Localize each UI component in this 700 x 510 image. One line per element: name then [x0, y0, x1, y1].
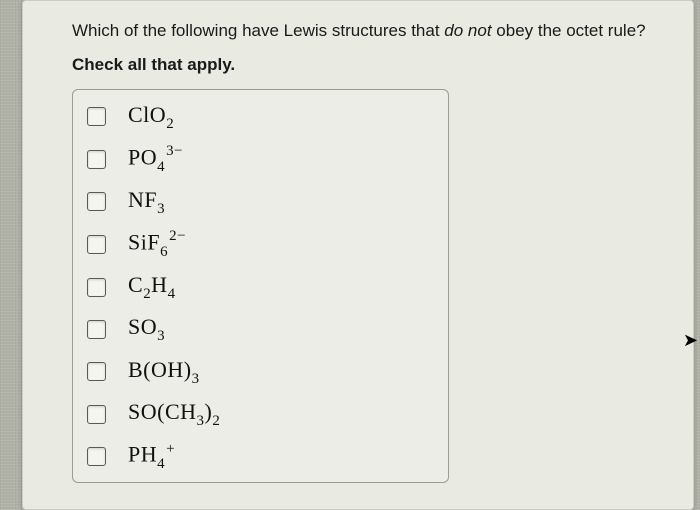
checkbox-opt-nf3[interactable] [87, 192, 106, 211]
checkbox-opt-boh3[interactable] [87, 362, 106, 381]
option-row[interactable]: C2H4 [73, 266, 448, 308]
checkbox-opt-soch32[interactable] [87, 405, 106, 424]
option-row[interactable]: PO43− [73, 138, 448, 181]
option-row[interactable]: ClO2 [73, 96, 448, 138]
formula-opt-ph4: PH4+ [128, 441, 175, 472]
formula-opt-so3: SO3 [128, 314, 165, 344]
option-row[interactable]: SO(CH3)2 [73, 393, 448, 435]
option-row[interactable]: SO3 [73, 308, 448, 350]
options-container: ClO2 PO43− NF3 SiF62− C2H4 SO3 B(OH)3 SO(CH3)2 P… [72, 89, 449, 484]
checkbox-opt-c2h4[interactable] [87, 278, 106, 297]
formula-opt-soch32: SO(CH3)2 [128, 399, 220, 429]
question-panel: Which of the following have Lewis struct… [22, 0, 694, 510]
formula-opt-boh3: B(OH)3 [128, 357, 200, 387]
formula-opt-sif6: SiF62− [128, 229, 186, 260]
formula-opt-nf3: NF3 [128, 187, 165, 217]
question-emph: do not [444, 21, 491, 40]
option-row[interactable]: SiF62− [73, 223, 448, 266]
question-suffix: obey the octet rule? [492, 21, 646, 40]
checkbox-opt-clo2[interactable] [87, 107, 106, 126]
option-row[interactable]: B(OH)3 [73, 351, 448, 393]
question-instruction: Check all that apply. [72, 52, 670, 78]
formula-opt-c2h4: C2H4 [128, 272, 176, 302]
option-row[interactable]: PH4+ [73, 435, 448, 478]
checkbox-opt-sif6[interactable] [87, 235, 106, 254]
checkbox-opt-so3[interactable] [87, 320, 106, 339]
option-row[interactable]: NF3 [73, 181, 448, 223]
checkbox-opt-po4[interactable] [87, 150, 106, 169]
formula-opt-clo2: ClO2 [128, 102, 174, 132]
formula-opt-po4: PO43− [128, 144, 183, 175]
question-text: Which of the following have Lewis struct… [72, 18, 670, 79]
question-prefix: Which of the following have Lewis struct… [72, 21, 444, 40]
checkbox-opt-ph4[interactable] [87, 447, 106, 466]
